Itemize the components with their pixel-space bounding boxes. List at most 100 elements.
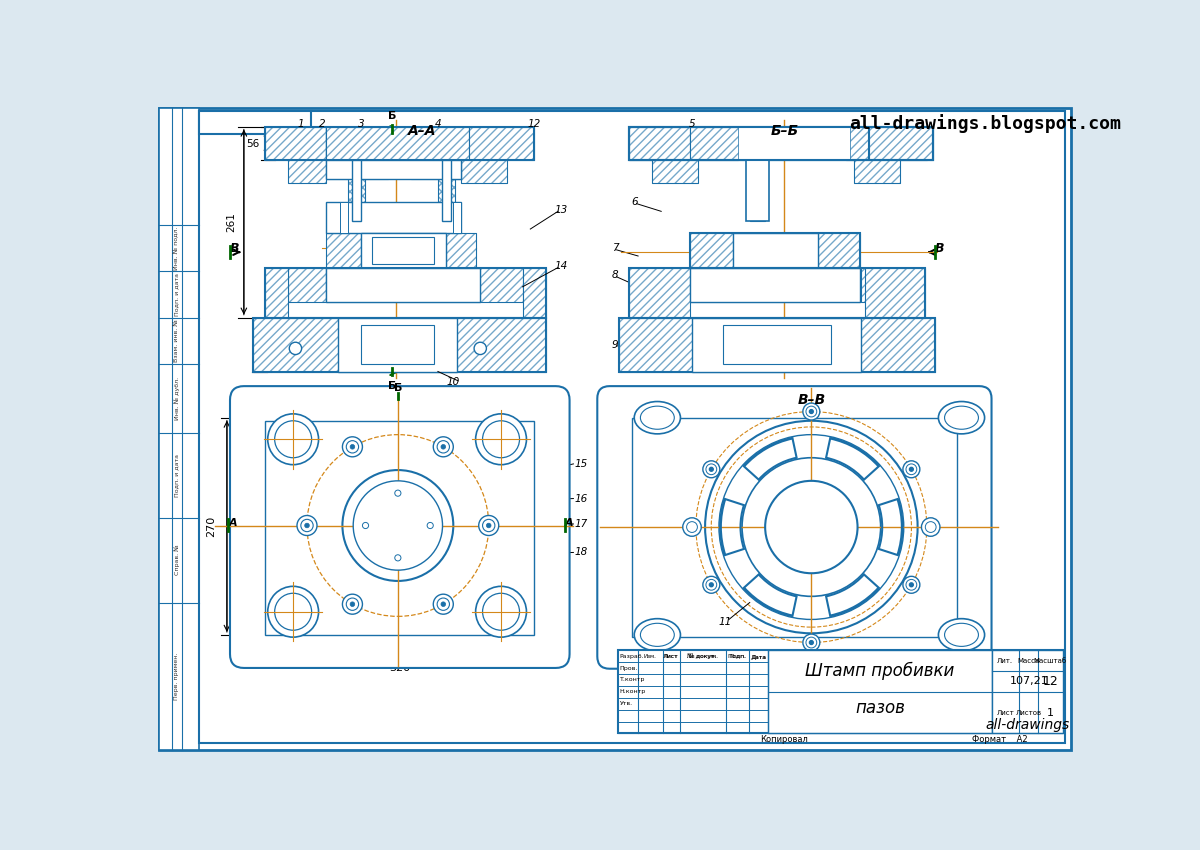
Bar [817,233,860,268]
Bar [348,160,365,221]
Circle shape [709,468,713,471]
Circle shape [350,602,355,607]
Circle shape [350,445,355,449]
Bar [629,127,934,160]
Bar [340,202,348,233]
Text: Изм.: Изм. [644,654,656,659]
Text: 17: 17 [575,519,588,529]
Circle shape [440,445,445,449]
Text: Б: Б [388,111,396,122]
Bar [338,318,457,371]
Circle shape [440,602,445,607]
Circle shape [686,522,697,532]
Circle shape [906,464,917,474]
Ellipse shape [944,406,978,429]
Bar [722,326,830,364]
Circle shape [703,461,720,478]
Circle shape [803,403,820,420]
Bar [160,108,199,751]
Circle shape [810,641,814,644]
Bar [361,233,445,268]
Ellipse shape [938,619,985,651]
Text: Формат    A2: Формат A2 [972,735,1028,744]
Circle shape [362,523,368,529]
Circle shape [437,598,450,610]
Bar [869,127,934,160]
Bar [410,160,461,179]
Circle shape [347,440,359,453]
Bar [690,268,860,303]
Circle shape [342,594,362,615]
Bar [265,127,326,160]
Text: Подп.: Подп. [728,654,746,659]
Bar [652,160,698,183]
Circle shape [474,343,486,354]
Circle shape [742,458,881,597]
Bar [326,160,388,179]
Bar [461,160,508,183]
Text: Масса: Масса [1018,658,1040,664]
Bar [846,127,926,160]
Text: 8: 8 [612,270,618,280]
Bar [690,233,860,268]
Text: 2: 2 [319,118,325,128]
Bar [253,318,546,371]
Bar [326,202,461,233]
Circle shape [305,524,310,528]
Bar [372,237,434,264]
Bar [690,268,860,303]
Circle shape [910,468,913,471]
Bar [690,268,860,303]
Circle shape [810,410,814,413]
Text: 9: 9 [612,339,618,349]
Text: 15: 15 [575,459,588,469]
Circle shape [353,481,443,570]
Circle shape [902,461,920,478]
Bar [750,160,766,221]
Text: Подп.: Подп. [730,654,746,659]
Bar [265,268,288,318]
Bar [991,650,1063,734]
Circle shape [289,343,301,354]
Text: 7: 7 [612,243,618,253]
Bar [265,127,534,160]
Circle shape [706,421,918,633]
Text: 12: 12 [528,118,541,128]
Circle shape [301,519,313,531]
Bar [629,127,934,160]
FancyBboxPatch shape [230,386,570,668]
Text: Дата: Дата [751,654,766,659]
Bar [692,127,738,160]
Bar [288,160,326,183]
Text: Штамп пробивки: Штамп пробивки [805,662,954,680]
Circle shape [268,586,318,638]
Bar [853,160,900,183]
Circle shape [806,638,817,648]
Circle shape [433,437,454,456]
Text: 270: 270 [206,516,216,537]
Circle shape [482,593,520,630]
Bar [326,268,480,303]
Text: all-drawings: all-drawings [985,718,1069,732]
Text: Подп. и дата: Подп. и дата [174,273,179,316]
Bar [746,160,769,221]
Circle shape [342,437,362,456]
Text: В–В: В–В [797,393,826,407]
Bar [733,233,817,268]
Text: Подп. и дата: Подп. и дата [174,454,179,497]
Text: Б: Б [394,383,402,393]
Bar [253,318,546,371]
Bar [632,417,956,638]
Ellipse shape [635,619,680,651]
Bar [690,127,868,160]
Text: Б–Б: Б–Б [770,123,798,138]
Text: Н.контр: Н.контр [619,689,646,694]
Bar [326,127,469,160]
Bar [326,233,361,268]
Bar [652,268,690,303]
Text: № докум.: № докум. [689,654,716,659]
Circle shape [706,464,716,474]
Bar [768,650,991,734]
Bar [619,318,935,371]
Text: А: А [228,518,238,528]
